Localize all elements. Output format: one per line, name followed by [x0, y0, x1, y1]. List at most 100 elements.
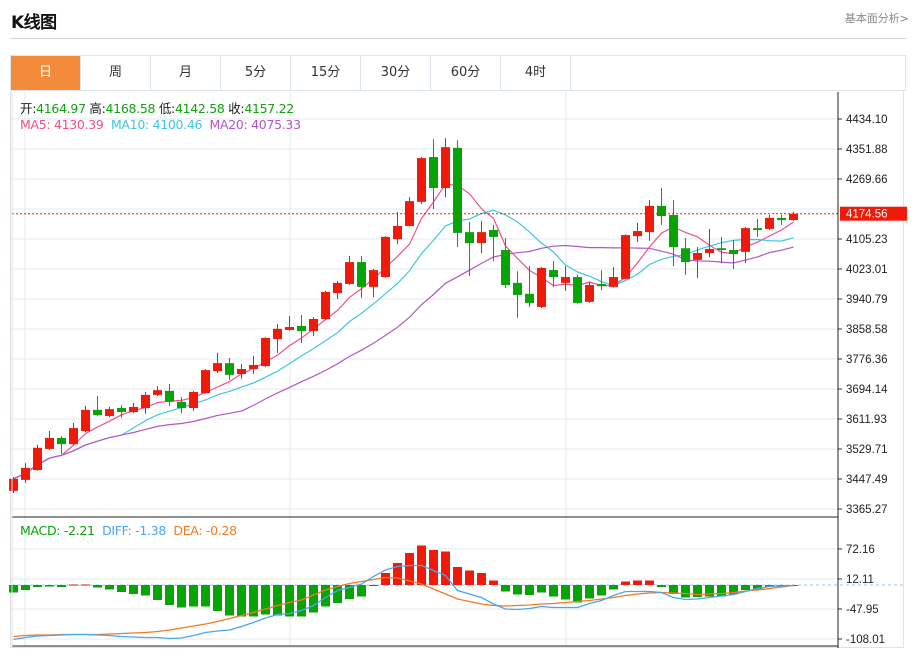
macd-bar [333, 585, 342, 603]
macd-bar [513, 585, 522, 595]
fundamental-analysis-link[interactable]: 基本面分析> [844, 12, 909, 25]
y-tick-label: 3858.58 [846, 324, 888, 336]
ma10-value: MA10: 4100.46 [110, 117, 203, 132]
candle-body [657, 205, 666, 217]
candle-body [717, 248, 726, 251]
candle-body [273, 328, 282, 340]
candle-body [645, 205, 654, 233]
tab-month[interactable]: 月 [151, 56, 221, 90]
candle-body [477, 232, 486, 244]
macd-bar [393, 563, 402, 585]
macd-bar [285, 585, 294, 617]
macd-bar [453, 567, 462, 585]
macd-bar [609, 585, 618, 590]
candle-body [765, 217, 774, 229]
macd-bar [717, 585, 726, 597]
tab-week[interactable]: 周 [81, 56, 151, 90]
candle-body [741, 228, 750, 252]
page-title: K线图 [11, 13, 57, 33]
macd-bar [549, 585, 558, 597]
ma5-line [13, 183, 794, 480]
y-tick-label: 4351.88 [846, 144, 888, 156]
candle-body [789, 213, 798, 221]
macd-bar [597, 585, 606, 596]
y-tick-label: 4434.10 [846, 114, 888, 126]
candle-body [261, 337, 270, 367]
y-tick-label: 3776.36 [846, 354, 888, 366]
candle-body [465, 232, 474, 244]
candle-body [609, 277, 618, 287]
macd-bar [441, 551, 450, 585]
open-label: 开: [20, 101, 37, 116]
tab-30min[interactable]: 30分 [361, 56, 431, 90]
diff-line [13, 564, 794, 641]
ohlc-legend: 开:4164.97 高:4168.58 低:4142.58 收:4157.22 [20, 98, 294, 117]
candle-body [249, 364, 258, 369]
candle-body [21, 467, 30, 480]
macd-bar [501, 585, 510, 592]
macd-bar [33, 585, 42, 587]
candle-body [429, 156, 438, 188]
current-price-label: 4174.56 [846, 209, 888, 221]
period-tabs: 日 周 月 5分 15分 30分 60分 4时 [10, 55, 906, 91]
candle-body [501, 250, 510, 286]
macd-bar [489, 580, 498, 585]
ma-legend: MA5: 4130.39 MA10: 4100.46 MA20: 4075.33 [20, 117, 301, 132]
macd-bar [81, 584, 90, 586]
macd-bar [369, 585, 378, 586]
candle-body [621, 235, 630, 279]
candle-body [225, 363, 234, 375]
macd-bar [381, 573, 390, 585]
macd-bar [741, 585, 750, 590]
macd-y-tick-label: 72.16 [846, 544, 875, 556]
diff-value: DIFF: -1.38 [102, 523, 167, 538]
candle-body [345, 262, 354, 284]
dea-line [13, 576, 794, 638]
tab-15min[interactable]: 15分 [291, 56, 361, 90]
y-tick-label: 4105.23 [846, 234, 888, 246]
close-label: 收: [228, 101, 245, 116]
candle-body [729, 250, 738, 255]
dea-value: DEA: -0.28 [173, 523, 237, 538]
tab-60min[interactable]: 60分 [431, 56, 501, 90]
candle-body [357, 262, 366, 287]
candle-body [9, 478, 18, 491]
macd-y-tick-label: 12.11 [846, 574, 874, 586]
ma20-line [13, 244, 794, 480]
macd-bar [177, 585, 186, 608]
candle-body [141, 394, 150, 409]
candle-body [513, 282, 522, 295]
macd-bar [705, 585, 714, 597]
tab-5min[interactable]: 5分 [221, 56, 291, 90]
candle-body [189, 391, 198, 409]
high-value: 4168.58 [105, 101, 156, 116]
macd-bar [405, 553, 414, 585]
macd-bar [321, 585, 330, 607]
macd-bar [561, 585, 570, 600]
y-tick-label: 3940.79 [846, 294, 888, 306]
candle-body [69, 428, 78, 445]
macd-bar [753, 585, 762, 590]
y-tick-label: 4269.66 [846, 174, 888, 186]
macd-bar [189, 585, 198, 607]
macd-bar [153, 585, 162, 600]
macd-bar [621, 581, 630, 585]
candle-body [453, 147, 462, 233]
candle-body [561, 277, 570, 283]
candle-body [165, 390, 174, 402]
macd-bar [105, 585, 114, 590]
tab-4hour[interactable]: 4时 [501, 56, 571, 90]
macd-bar [681, 585, 690, 598]
candle-body [573, 277, 582, 303]
candle-body [597, 283, 606, 287]
macd-bar [93, 585, 102, 588]
low-value: 4142.58 [174, 101, 225, 116]
candle-body [441, 147, 450, 188]
macd-bar [465, 570, 474, 585]
macd-bar [201, 585, 210, 607]
candle-body [537, 267, 546, 307]
macd-bar [129, 585, 138, 594]
tab-day[interactable]: 日 [11, 56, 81, 90]
candle-body [549, 270, 558, 278]
